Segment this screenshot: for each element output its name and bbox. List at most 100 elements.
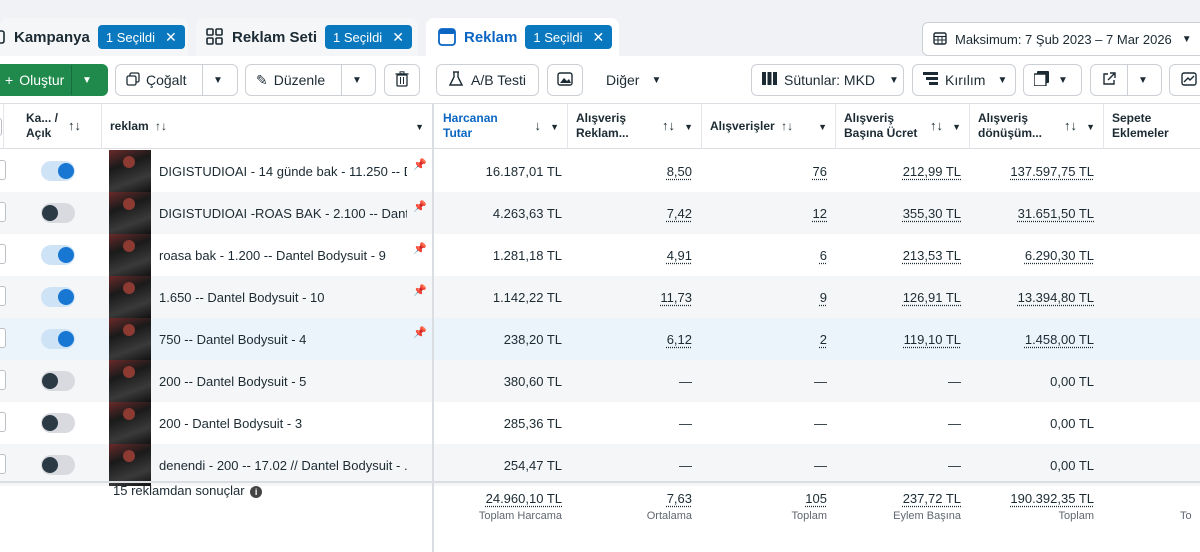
tab-adset[interactable]: Reklam Seti 1 Seçildi ✕: [196, 18, 418, 56]
header-ad-name[interactable]: reklam ↑↓ ▼: [102, 104, 433, 149]
header-purchases[interactable]: Alışverişler ↑↓ ▼: [702, 104, 836, 149]
delete-button[interactable]: [384, 64, 420, 96]
table-row[interactable]: denendi - 200 -- 17.02 // Dantel Bodysui…: [0, 444, 1200, 486]
tab-ad[interactable]: Reklam 1 Seçildi ✕: [426, 18, 619, 56]
delivery-toggle[interactable]: [41, 245, 75, 265]
ad-thumbnail[interactable]: [109, 402, 151, 444]
ad-name[interactable]: DIGISTUDIOAI - 14 günde bak - 11.250 -- …: [159, 163, 407, 179]
close-icon[interactable]: ✕: [392, 28, 404, 45]
ad-name[interactable]: 200 - Dantel Bodysuit - 3: [159, 415, 303, 431]
sort-icon[interactable]: ↑↓: [68, 118, 81, 133]
create-dropdown-icon[interactable]: ▼: [82, 74, 92, 86]
summary-roas-sub: Ortalama: [646, 510, 692, 522]
chevron-down-icon[interactable]: ▼: [550, 122, 559, 132]
header-spend[interactable]: Harcanan Tutar ↓ ▼: [435, 104, 568, 149]
sort-icon[interactable]: ↑↓: [155, 119, 168, 133]
ad-name[interactable]: 1.650 -- Dantel Bodysuit - 10: [159, 289, 325, 305]
row-checkbox[interactable]: [0, 370, 6, 390]
ad-name[interactable]: denendi - 200 -- 17.02 // Dantel Bodysui…: [159, 457, 407, 473]
ad-thumbnail[interactable]: [109, 276, 151, 318]
chevron-down-icon[interactable]: ▼: [952, 122, 961, 132]
ad-name[interactable]: DIGISTUDIOAI -ROAS BAK - 2.100 -- Dantel…: [159, 205, 407, 221]
sort-icon[interactable]: ↑↓: [781, 119, 794, 133]
delivery-toggle[interactable]: [41, 371, 75, 391]
ad-thumbnail[interactable]: [109, 360, 151, 402]
toggle-knob: [58, 247, 74, 263]
chart-button[interactable]: [1169, 64, 1200, 96]
delivery-toggle[interactable]: [41, 455, 75, 475]
ab-test-button[interactable]: A/B Testi: [436, 64, 539, 96]
more-button[interactable]: Diğer ▼: [590, 64, 670, 96]
pin-icon[interactable]: 📌: [413, 243, 427, 255]
plus-icon: +: [5, 72, 14, 88]
header-conversion-value[interactable]: Alışveriş dönüşüm... ↑↓ ▼: [970, 104, 1104, 149]
columns-button[interactable]: Sütunlar: MKD ▼: [751, 64, 904, 96]
close-icon[interactable]: ✕: [165, 28, 177, 45]
header-status[interactable]: Ka... / Açık ↑↓: [18, 104, 102, 149]
ad-thumbnail[interactable]: [109, 234, 151, 276]
ad-thumbnail[interactable]: [109, 192, 151, 234]
preview-button[interactable]: [547, 64, 583, 96]
delivery-toggle[interactable]: [41, 161, 75, 181]
header-add-to-cart[interactable]: Sepete Eklemeler: [1104, 104, 1200, 149]
table-row[interactable]: DIGISTUDIOAI -ROAS BAK - 2.100 -- Dantel…: [0, 192, 1200, 234]
table-row[interactable]: 750 -- Dantel Bodysuit - 4 📌 238,20 TL 6,12…: [0, 318, 1200, 360]
create-button[interactable]: + Oluştur ▼: [0, 64, 108, 96]
ad-thumbnail[interactable]: [109, 444, 151, 486]
ad-name[interactable]: roasa bak - 1.200 -- Dantel Bodysuit - 9: [159, 247, 386, 263]
sort-icon[interactable]: ↑↓: [662, 118, 675, 133]
sort-icon[interactable]: ↑↓: [1064, 118, 1077, 133]
chevron-down-icon[interactable]: ▼: [684, 122, 693, 132]
roas-cell: —: [679, 415, 692, 431]
ad-thumbnail[interactable]: [109, 318, 151, 360]
header-cost-per-purchase[interactable]: Alışveriş Başına Ücret ↑↓ ▼: [836, 104, 970, 149]
delivery-toggle[interactable]: [41, 329, 75, 349]
ad-selected-badge[interactable]: 1 Seçildi ✕: [525, 25, 613, 49]
header-roas[interactable]: Alışveriş Reklam... ↑↓ ▼: [568, 104, 702, 149]
chevron-down-icon[interactable]: ▼: [818, 122, 827, 132]
delivery-toggle[interactable]: [41, 287, 75, 307]
duplicate-dropdown-icon[interactable]: ▼: [213, 74, 223, 86]
adset-selected-badge[interactable]: 1 Seçildi ✕: [325, 25, 412, 49]
chevron-down-icon[interactable]: ▼: [1086, 122, 1095, 132]
export-button[interactable]: ▼: [1090, 64, 1162, 96]
breakdown-button[interactable]: Kırılım ▼: [912, 64, 1016, 96]
toggle-knob: [58, 289, 74, 305]
pin-icon[interactable]: 📌: [413, 327, 427, 339]
delivery-toggle[interactable]: [41, 413, 75, 433]
ad-name[interactable]: 750 -- Dantel Bodysuit - 4: [159, 331, 307, 347]
row-checkbox[interactable]: [0, 160, 6, 180]
ad-name[interactable]: 200 -- Dantel Bodysuit - 5: [159, 373, 307, 389]
chevron-down-icon[interactable]: ▼: [415, 122, 424, 132]
info-icon[interactable]: i: [250, 486, 263, 498]
row-checkbox[interactable]: [0, 454, 6, 474]
row-checkbox[interactable]: [0, 412, 6, 432]
table-row[interactable]: roasa bak - 1.200 -- Dantel Bodysuit - 9…: [0, 234, 1200, 276]
sort-down-icon[interactable]: ↓: [534, 118, 542, 133]
pin-icon[interactable]: 📌: [413, 201, 427, 213]
edit-dropdown-icon[interactable]: ▼: [352, 74, 362, 86]
table-row[interactable]: DIGISTUDIOAI - 14 günde bak - 11.250 -- …: [0, 150, 1200, 192]
delivery-toggle[interactable]: [41, 203, 75, 223]
export-dropdown-icon[interactable]: ▼: [1138, 74, 1148, 86]
close-icon[interactable]: ✕: [592, 28, 605, 45]
table-row[interactable]: 200 - Dantel Bodysuit - 3 285,36 TL — — — 0,0…: [0, 402, 1200, 444]
edit-button[interactable]: ✎ Düzenle ▼: [245, 64, 376, 96]
date-range-picker[interactable]: Maksimum: 7 Şub 2023 – 7 Mar 2026 ▼: [922, 22, 1200, 56]
row-checkbox[interactable]: [0, 328, 6, 348]
ad-thumbnail[interactable]: [109, 150, 151, 192]
pin-icon[interactable]: 📌: [413, 285, 427, 297]
pin-icon[interactable]: 📌: [413, 159, 427, 171]
select-all-checkbox[interactable]: [0, 118, 2, 136]
row-checkbox[interactable]: [0, 286, 6, 306]
table-row[interactable]: 200 -- Dantel Bodysuit - 5 380,60 TL — — — 0,…: [0, 360, 1200, 402]
header-select-all[interactable]: [0, 104, 4, 149]
reports-button[interactable]: ▼: [1023, 64, 1082, 96]
row-checkbox[interactable]: [0, 244, 6, 264]
campaign-selected-badge[interactable]: 1 Seçildi ✕: [97, 25, 185, 49]
table-row[interactable]: 1.650 -- Dantel Bodysuit - 10 📌 1.142,22 T…: [0, 276, 1200, 318]
tab-campaign[interactable]: Kampanya 1 Seçildi ✕: [0, 18, 188, 56]
row-checkbox[interactable]: [0, 202, 6, 222]
duplicate-button[interactable]: Çoğalt ▼: [115, 64, 238, 96]
sort-icon[interactable]: ↑↓: [930, 118, 943, 133]
